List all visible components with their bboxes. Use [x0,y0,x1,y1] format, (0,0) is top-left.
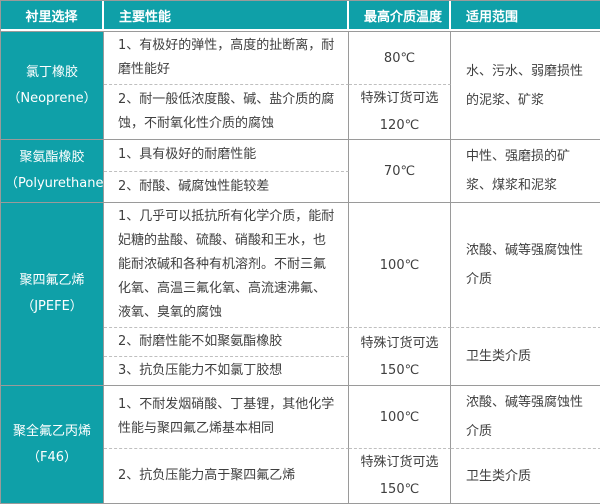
performance-cell: 3、抗负压能力不如氯丁胶想 [104,356,349,385]
header-applicable-range: 适用范围 [451,1,600,31]
table-row: 聚四氟乙烯 （JPEFE） 1、几乎可以抵抗所有化学介质，能耐妃糖的盐酸、硫酸、… [1,202,600,385]
header-main-performance: 主要性能 [104,1,349,31]
header-max-medium-temperature: 最高介质温度 [349,1,451,31]
table-header-row: 衬里选择 主要性能 最高介质温度 适用范围 [1,1,600,31]
material-cell-neoprene: 氯丁橡胶 （Neoprene） [1,31,104,139]
range-cell: 浓酸、碱等强腐蚀性介质 [451,202,600,327]
temperature-cell: 100℃ [349,385,451,448]
temperature-cell: 特殊订货可选 150℃ [349,327,451,385]
table-row: 氯丁橡胶 （Neoprene） 1、有极好的弹性，高度的扯断离，耐磨性能好 80… [1,31,600,139]
temperature-cell: 80℃ [349,31,451,84]
table-row: 聚氨酯橡胶 （Polyurethane） 1、具有极好的耐磨性能 70℃ 中性、… [1,139,600,202]
header-lining-selection: 衬里选择 [1,1,104,31]
temperature-cell: 特殊订货可选 150℃ [349,448,451,503]
table-row: 3、抗负压能力不如氯丁胶想 [1,356,600,385]
performance-cell: 1、有极好的弹性，高度的扯断离，耐磨性能好 [104,31,349,84]
range-cell: 卫生类介质 [451,448,600,503]
performance-cell: 2、耐酸、碱腐蚀性能较差 [104,170,349,202]
table-row: 2、耐一般低浓度酸、碱、盐介质的腐蚀，不耐氧化性介质的腐蚀 特殊订货可选 120… [1,84,600,139]
material-cell-polyurethane: 聚氨酯橡胶 （Polyurethane） [1,139,104,202]
temperature-cell: 70℃ [349,139,451,202]
table-row: 2、耐磨性能不如聚氨酯橡胶 特殊订货可选 150℃ 卫生类介质 [1,327,600,385]
range-cell: 卫生类介质 [451,327,600,385]
table-row: 2、耐酸、碱腐蚀性能较差 [1,170,600,202]
range-cell: 中性、强磨损的矿浆、煤浆和泥浆 [451,139,600,202]
table-row: 聚全氟乙丙烯 （F46） 1、不耐发烟硝酸、丁基锂，其他化学性能与聚四氟乙烯基本… [1,385,600,503]
material-cell-ptfe: 聚四氟乙烯 （JPEFE） [1,202,104,385]
material-cell-f46: 聚全氟乙丙烯 （F46） [1,385,104,503]
temperature-cell: 100℃ [349,202,451,327]
performance-cell: 1、几乎可以抵抗所有化学介质，能耐妃糖的盐酸、硫酸、硝酸和王水，也能耐浓碱和各种… [104,202,349,327]
temperature-cell: 特殊订货可选 120℃ [349,84,451,139]
performance-cell: 2、耐磨性能不如聚氨酯橡胶 [104,327,349,356]
performance-cell: 2、耐一般低浓度酸、碱、盐介质的腐蚀，不耐氧化性介质的腐蚀 [104,84,349,139]
range-cell: 浓酸、碱等强腐蚀性介质 [451,385,600,448]
range-cell: 水、污水、弱磨损性的泥浆、矿浆 [451,31,600,139]
performance-cell: 2、抗负压能力高于聚四氟乙烯 [104,448,349,503]
performance-cell: 1、具有极好的耐磨性能 [104,139,349,171]
performance-cell: 1、不耐发烟硝酸、丁基锂，其他化学性能与聚四氟乙烯基本相同 [104,385,349,448]
